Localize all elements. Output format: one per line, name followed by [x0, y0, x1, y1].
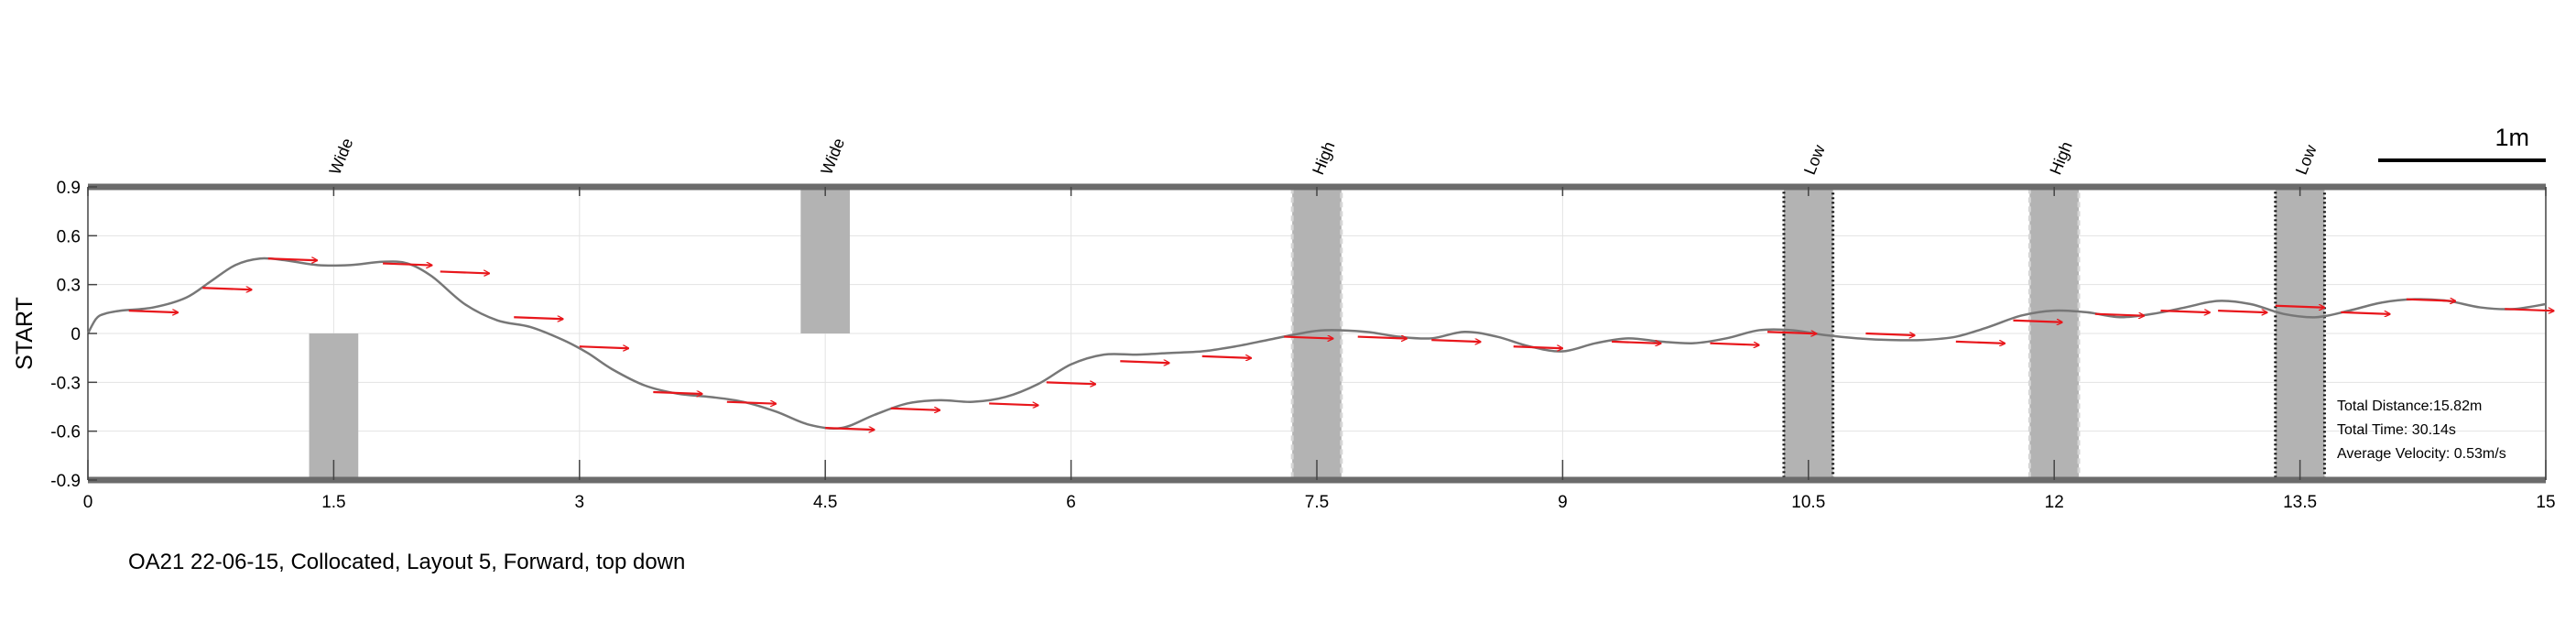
x-tick-label: 9 [1558, 493, 1568, 512]
x-tick-label: 3 [575, 493, 585, 512]
stats-box: Total Distance:15.82m Total Time: 30.14s A… [2337, 398, 2506, 462]
obstacle-label: High [1309, 139, 1338, 178]
obstacle-label: Wide [326, 136, 357, 178]
heading-arrow [2505, 309, 2554, 311]
heading-arrow [2341, 312, 2390, 314]
x-tick-label: 10.5 [1791, 493, 1825, 512]
heading-arrow [726, 402, 777, 404]
x-tick-label: 6 [1066, 493, 1076, 512]
heading-arrow [2218, 311, 2267, 312]
y-tick-label: -0.9 [50, 472, 81, 491]
y-tick-label: 0 [71, 325, 81, 344]
heading-arrow [1357, 337, 1408, 339]
heading-arrow [825, 428, 875, 430]
y-tick-label: 0.9 [57, 179, 81, 198]
heading-arrow [128, 311, 179, 312]
heading-arrow [2275, 306, 2325, 308]
heading-arrow [202, 288, 252, 289]
heading-arrow [579, 346, 629, 348]
scale-bar: 1m [2378, 124, 2546, 162]
axes: 0 1.5 3 4.5 6 7.5 9 10.5 12 13.5 15 0.9 0.6 0.3 0 -0.3 -… [50, 179, 2555, 512]
figure-caption: OA21 22-06-15, Collocated, Layout 5, For… [128, 550, 686, 574]
heading-arrow [2406, 300, 2456, 301]
heading-arrow [2160, 311, 2211, 312]
heading-arrow [1710, 344, 1759, 345]
obstacle-labels: Wide Wide High Low High Low [326, 136, 2321, 178]
y-tick-label: 0.3 [57, 277, 81, 296]
stat-line: Total Distance:15.82m [2337, 398, 2482, 414]
obstacle-wide [309, 333, 359, 480]
heading-arrow [1431, 340, 1481, 342]
heading-arrow [514, 317, 563, 319]
stat-line: Average Velocity: 0.53m/s [2337, 446, 2506, 462]
heading-arrow [1865, 333, 1915, 335]
x-tick-label: 7.5 [1305, 493, 1329, 512]
heading-arrow [1120, 361, 1169, 363]
obstacle-high [2027, 185, 2081, 482]
y-tick-label: 0.6 [57, 227, 81, 246]
obstacle-label: Low [1800, 141, 1829, 177]
obstacle-label: High [2046, 139, 2075, 178]
heading-arrow [267, 258, 318, 260]
obstacle-low [2274, 185, 2326, 482]
stat-line: Total Time: 30.14s [2337, 422, 2456, 438]
heading-arrow [989, 403, 1038, 405]
heading-arrow [890, 409, 940, 410]
heading-arrow [2013, 321, 2062, 322]
x-tick-label: 13.5 [2283, 493, 2317, 512]
heading-arrow [1513, 346, 1563, 348]
y-tick-label: -0.6 [50, 423, 81, 442]
heading-arrow [1612, 342, 1661, 344]
x-tick-label: 0 [83, 493, 93, 512]
obstacle-label: Low [2292, 141, 2321, 177]
heading-arrow [440, 271, 490, 273]
x-tick-label: 15 [2536, 493, 2555, 512]
heading-arrow [383, 264, 432, 266]
heading-arrow [1955, 342, 2005, 344]
heading-arrow [1201, 356, 1252, 358]
heading-arrow [2094, 314, 2145, 316]
heading-arrows [128, 258, 2554, 430]
scale-bar-label: 1m [2494, 124, 2529, 151]
heading-arrow [1767, 332, 1817, 333]
x-tick-label: 4.5 [813, 493, 837, 512]
heading-arrow [1046, 382, 1096, 384]
heading-arrow [653, 392, 702, 394]
y-tick-label: -0.3 [50, 374, 81, 393]
y-axis-label: START [12, 297, 38, 370]
x-tick-label: 1.5 [321, 493, 345, 512]
obstacle-label: Wide [817, 136, 848, 178]
heading-arrow [1284, 337, 1333, 339]
obstacle-wide [800, 187, 851, 333]
x-tick-label: 12 [2045, 493, 2064, 512]
